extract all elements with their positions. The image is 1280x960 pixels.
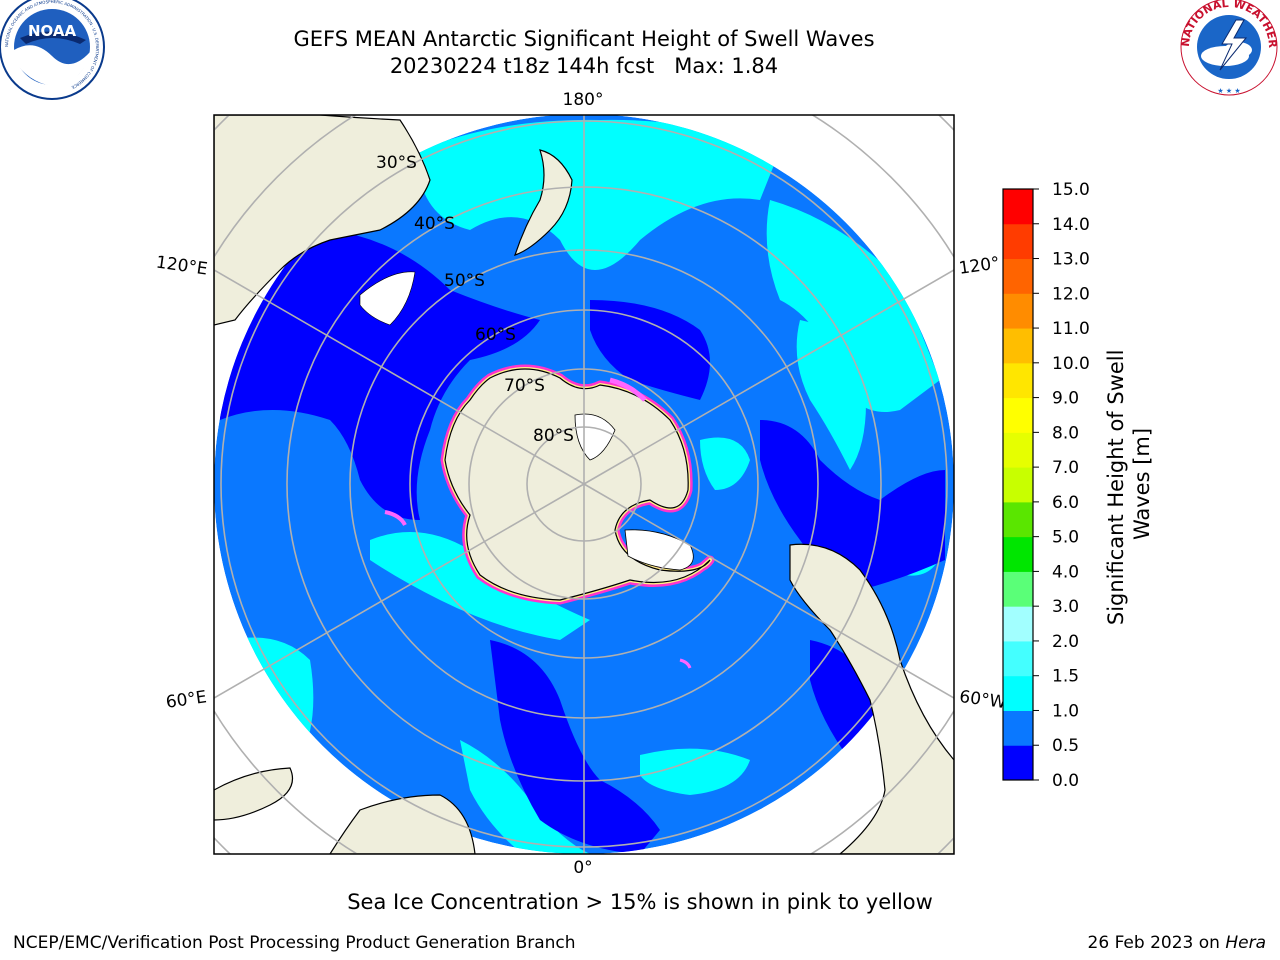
colorbar-segment (1003, 571, 1033, 607)
lon-label-lower-left: 60°E (165, 687, 208, 712)
swell-region-cyan (460, 740, 590, 854)
map-frame (213, 114, 955, 855)
colorbar-tick-label: 14.0 (1052, 215, 1090, 235)
colorbar-segment (1003, 432, 1033, 468)
colorbar-frame (1002, 188, 1034, 781)
africa-landmass (329, 794, 476, 854)
colorbar-tick-label: 0.5 (1052, 736, 1079, 756)
colorbar-tick-label: 10.0 (1052, 354, 1090, 374)
colorbar-segment (1003, 258, 1033, 294)
colorbar-segment (1003, 328, 1033, 364)
footer-platform: Hera (1225, 933, 1266, 953)
colorbar-tick-label: 4.0 (1052, 562, 1079, 582)
colorbar-title: Significant Height of Swell Waves [m] (1104, 343, 1154, 625)
colorbar-tick-label: 11.0 (1052, 319, 1090, 339)
new-zealand-landmass (514, 149, 573, 256)
lon-label-top: 180° (563, 90, 604, 110)
colorbar-tick-label: 7.0 (1052, 458, 1079, 478)
swell-region-cyan (796, 320, 866, 470)
colorbar-tick-label: 9.0 (1052, 389, 1079, 409)
chart-subtitle: 20230224 t18z 144h fcst Max: 1.84 (389, 54, 779, 78)
colorbar-tick-label: 13.0 (1052, 250, 1090, 270)
lat-label: 80°S (533, 426, 574, 446)
swell-region-dark (590, 300, 710, 400)
colorbar-segment (1003, 675, 1033, 711)
colorbar-tick-label: 8.0 (1052, 423, 1079, 443)
colorbar-tick-label: 12.0 (1052, 284, 1090, 304)
lat-label: 40°S (414, 214, 455, 234)
colorbar-segment (1003, 501, 1033, 538)
sea-ice-patch (384, 510, 407, 526)
lon-label-lower-right: 60°W (958, 687, 1007, 713)
swell-region-cyan (640, 748, 750, 795)
weddell-ice-shelf (624, 529, 694, 571)
chart-title: GEFS MEAN Antarctic Significant Height o… (293, 27, 875, 51)
swell-region-cyan (766, 200, 940, 412)
colorbar-segment (1003, 397, 1033, 433)
lat-label: 30°S (376, 153, 417, 173)
colorbar-segment (1003, 223, 1033, 260)
antarctica (384, 364, 715, 669)
sea-ice-patch (609, 377, 647, 402)
swell-region-dark (490, 640, 660, 854)
colorbar-tick-label: 0.0 (1052, 771, 1079, 791)
noaa-logo-icon: NOAA NATIONAL OCEANIC AND ATMOSPHERIC AD… (0, 0, 105, 100)
colorbar-tick-label: 1.5 (1052, 667, 1079, 687)
colorbar-segment (1003, 293, 1033, 329)
colorbar-segment (1003, 710, 1033, 746)
swell-region-cyan (370, 532, 590, 640)
colorbar-segment (1003, 745, 1033, 781)
colorbar-tick-label: 5.0 (1052, 528, 1079, 548)
meridian-lines (214, 115, 954, 854)
nws-ring-text: NATIONAL WEATHER SERVICE (0, 0, 1279, 49)
footer-date-text: 26 Feb 2023 on (1087, 933, 1220, 953)
lon-label-bottom: 0° (573, 858, 592, 878)
colorbar-ticks: 0.0 0.5 1.0 1.5 2.0 3.0 4.0 5.0 6.0 7.0 8.0 9.0 10.0… (1033, 180, 1090, 791)
colorbar-tick-label: 2.0 (1052, 632, 1079, 652)
australia-landmass (214, 115, 431, 326)
south-america-landmass (789, 543, 954, 854)
footer-date: 26 Feb 2023 on Hera (1088, 933, 1266, 953)
australia-white-patch (359, 271, 416, 326)
swell-region-cyan (700, 437, 750, 490)
colorbar-segment (1003, 362, 1033, 399)
colorbar-tick-label: 3.0 (1052, 597, 1079, 617)
lon-label-upper-right: 120° (958, 253, 1001, 279)
svg-text:★ ★ ★: ★ ★ ★ (1217, 87, 1240, 95)
lat-label: 60°S (475, 325, 516, 345)
lat-label: 70°S (504, 376, 545, 396)
nws-logo-icon: NATIONAL WEATHER SERVICE ★ ★ ★ (0, 0, 1279, 96)
colorbar-tick-label: 15.0 (1052, 180, 1090, 200)
swell-region-cyan (420, 119, 780, 270)
map-caption: Sea Ice Concentration > 15% is shown in … (347, 890, 933, 914)
colorbar (1003, 189, 1033, 781)
colorbar-tick-label: 1.0 (1052, 701, 1079, 721)
lon-label-upper-left: 120°E (155, 253, 209, 280)
ross-ice-shelf (574, 413, 616, 461)
colorbar-segment (1003, 606, 1033, 642)
colorbar-segment (1003, 467, 1033, 503)
lat-label: 50°S (444, 271, 485, 291)
noaa-logo-text: NOAA (28, 22, 77, 40)
sea-ice-patch (679, 658, 692, 669)
map-area (214, 115, 954, 854)
footer-credit: NCEP/EMC/Verification Post Processing Pr… (13, 933, 576, 953)
colorbar-segment (1003, 640, 1033, 677)
colorbar-segment (1003, 189, 1033, 225)
colorbar-segment (1003, 536, 1033, 572)
colorbar-tick-label: 6.0 (1052, 493, 1079, 513)
madagascar-landmass (214, 767, 294, 821)
land-masses (214, 115, 954, 854)
